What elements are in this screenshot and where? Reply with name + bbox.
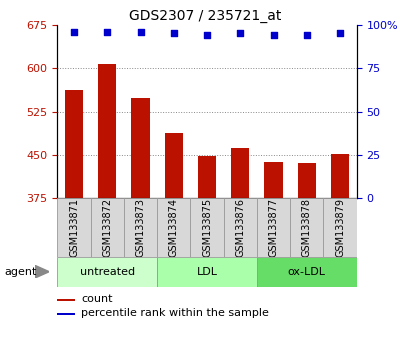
Bar	[223, 198, 256, 257]
Bar	[297, 163, 315, 354]
Bar	[164, 133, 182, 354]
Point	[203, 32, 210, 38]
Point	[303, 32, 309, 38]
Bar	[131, 98, 149, 354]
Bar	[323, 198, 356, 257]
Bar	[157, 257, 256, 287]
Text: percentile rank within the sample: percentile rank within the sample	[81, 308, 269, 319]
Bar	[157, 198, 190, 257]
Text: GSM133877: GSM133877	[268, 198, 278, 257]
Text: GSM133873: GSM133873	[135, 198, 145, 257]
Text: count: count	[81, 294, 112, 304]
Text: GSM133878: GSM133878	[301, 198, 311, 257]
Bar	[190, 198, 223, 257]
Point	[170, 30, 177, 36]
Bar	[98, 63, 116, 354]
Bar	[90, 198, 124, 257]
Bar	[57, 257, 157, 287]
Text: GSM133874: GSM133874	[169, 198, 178, 257]
Point	[236, 30, 243, 36]
Text: GSM133876: GSM133876	[235, 198, 245, 257]
Bar	[264, 162, 282, 354]
Bar	[290, 198, 323, 257]
Bar	[65, 90, 83, 354]
Text: GSM133879: GSM133879	[334, 198, 344, 257]
Text: GSM133872: GSM133872	[102, 198, 112, 257]
Point	[71, 29, 77, 35]
Point	[104, 29, 110, 35]
Text: LDL: LDL	[196, 267, 217, 277]
Bar	[256, 257, 356, 287]
Bar	[256, 198, 290, 257]
Point	[137, 29, 144, 35]
Bar	[231, 148, 249, 354]
Point	[270, 32, 276, 38]
Bar	[124, 198, 157, 257]
Bar	[57, 299, 75, 301]
Polygon shape	[35, 266, 49, 278]
Text: GSM133875: GSM133875	[202, 198, 211, 257]
Bar	[57, 313, 75, 315]
Text: ox-LDL: ox-LDL	[287, 267, 325, 277]
Bar	[57, 198, 90, 257]
Text: untreated: untreated	[79, 267, 135, 277]
Bar	[330, 154, 348, 354]
Text: agent: agent	[4, 267, 36, 277]
Text: GDS2307 / 235721_at: GDS2307 / 235721_at	[128, 9, 281, 23]
Bar	[198, 156, 216, 354]
Text: GSM133871: GSM133871	[69, 198, 79, 257]
Point	[336, 30, 342, 36]
